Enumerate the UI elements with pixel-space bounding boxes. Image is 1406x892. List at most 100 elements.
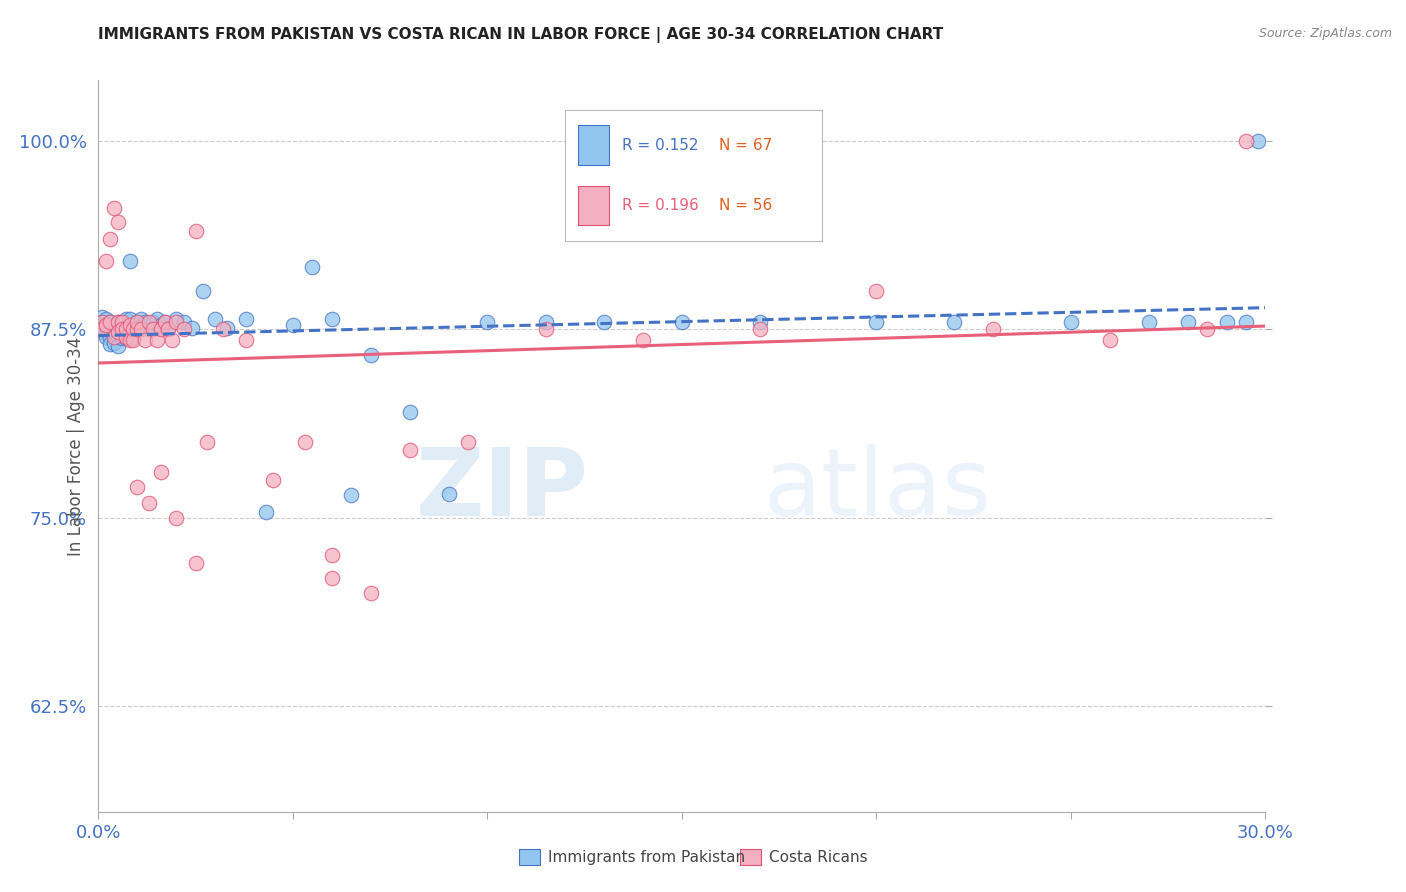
Point [146,311,169,326]
Point [122,331,145,345]
Point [157,322,180,336]
Point [173,315,195,329]
Text: atlas: atlas [763,444,991,536]
Point [91,315,114,329]
Point [103,335,125,350]
Point [184,556,207,570]
Point [111,318,134,332]
Point [111,322,134,336]
Point [127,480,149,494]
Point [103,318,125,332]
Point [477,315,499,329]
Point [301,260,323,275]
Point [146,333,169,347]
Point [193,285,215,299]
Point [360,348,382,362]
Point [122,322,145,336]
Point [96,329,118,343]
Point [111,331,134,345]
Point [149,466,172,480]
Point [262,473,284,487]
Point [1195,322,1218,336]
Point [1177,315,1199,329]
Point [180,320,202,334]
Point [294,435,316,450]
Point [129,322,152,336]
Point [96,326,118,341]
Point [114,311,136,326]
Point [157,320,180,334]
Point [1137,315,1160,329]
Point [631,333,654,347]
Point [1098,333,1121,347]
Point [153,315,176,329]
Point [865,285,887,299]
Point [91,322,114,336]
Point [91,310,114,324]
Point [98,329,121,343]
Point [103,202,125,216]
Point [1234,315,1257,329]
Text: Source: ZipAtlas.com: Source: ZipAtlas.com [1258,27,1392,40]
Point [149,318,172,332]
Point [96,319,118,334]
Point [114,320,136,334]
Point [118,318,141,332]
Point [165,311,187,326]
Point [118,254,141,268]
Point [360,586,382,600]
Text: Costa Ricans: Costa Ricans [769,849,868,864]
Point [114,322,136,336]
Point [138,315,160,329]
Text: Immigrants from Pakistan: Immigrants from Pakistan [548,849,745,864]
Point [748,322,770,336]
FancyBboxPatch shape [519,849,540,865]
Point [1234,134,1257,148]
Point [671,315,693,329]
Point [149,322,172,336]
Point [142,322,165,336]
Point [127,322,149,336]
Point [107,339,129,353]
Point [457,435,479,450]
Point [98,337,121,351]
Point [534,315,557,329]
Point [122,333,145,347]
Point [593,315,616,329]
Point [254,505,277,519]
Point [111,315,134,329]
Point [165,510,187,524]
Point [142,315,165,329]
Point [127,322,149,336]
Point [107,329,129,343]
Point [134,315,156,329]
FancyBboxPatch shape [741,849,761,865]
Point [103,326,125,341]
Point [321,311,343,326]
Point [98,315,121,329]
Point [437,486,460,500]
Point [195,435,218,450]
Point [114,331,136,345]
Point [98,315,121,329]
Point [118,311,141,326]
Point [321,571,343,585]
Point [235,333,257,347]
Point [103,329,125,343]
Point [165,315,187,329]
Point [321,549,343,563]
Point [98,322,121,336]
Point [91,318,114,332]
Point [398,442,420,457]
Point [173,322,195,336]
Point [96,311,118,326]
Point [204,311,226,326]
Point [118,333,141,347]
Point [534,322,557,336]
Point [107,320,129,334]
Point [340,488,363,502]
Point [91,322,114,336]
Point [134,333,156,347]
Point [153,315,176,329]
Point [107,315,129,329]
